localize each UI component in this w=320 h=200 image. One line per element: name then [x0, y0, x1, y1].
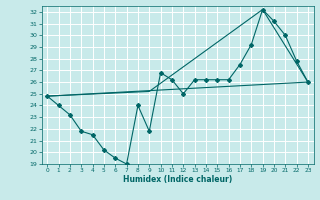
- X-axis label: Humidex (Indice chaleur): Humidex (Indice chaleur): [123, 175, 232, 184]
